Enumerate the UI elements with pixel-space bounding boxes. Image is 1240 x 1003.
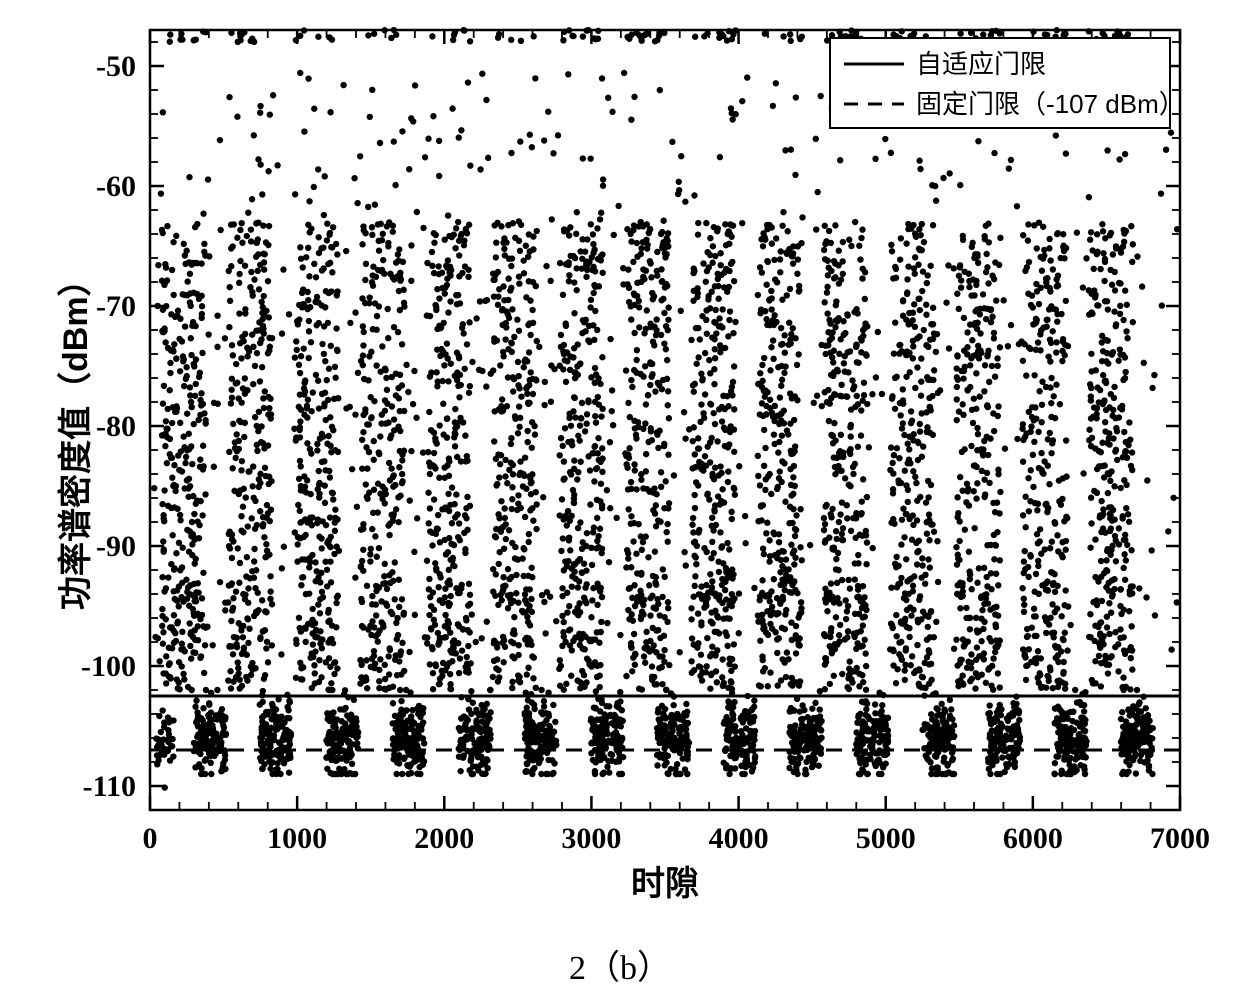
svg-text:-90: -90 [96,530,136,563]
svg-text:-80: -80 [96,410,136,443]
svg-text:7000: 7000 [1150,822,1210,855]
y-axis-label: 功率谱密度值（dBm） [48,262,97,610]
svg-text:0: 0 [143,822,158,855]
svg-text:4000: 4000 [709,822,769,855]
svg-text:时隙: 时隙 [631,865,699,903]
chart-container: 0 1000 2000 3000 4000 5000 6000 7000 -50 -60 -70 -8… [30,10,1210,910]
svg-text:-110: -110 [83,770,136,803]
svg-text:-100: -100 [81,650,136,683]
svg-text:-50: -50 [96,50,136,83]
scatter-chart-svg: 0 1000 2000 3000 4000 5000 6000 7000 -50 -60 -70 -8… [30,10,1210,910]
svg-text:-60: -60 [96,170,136,203]
svg-text:1000: 1000 [267,822,327,855]
svg-text:2000: 2000 [414,822,474,855]
figure-caption: 2（b） [0,940,1240,989]
svg-text:-70: -70 [96,290,136,323]
svg-text:5000: 5000 [856,822,916,855]
scatter-points [151,27,1180,791]
svg-text:3000: 3000 [561,822,621,855]
svg-text:6000: 6000 [1003,822,1063,855]
